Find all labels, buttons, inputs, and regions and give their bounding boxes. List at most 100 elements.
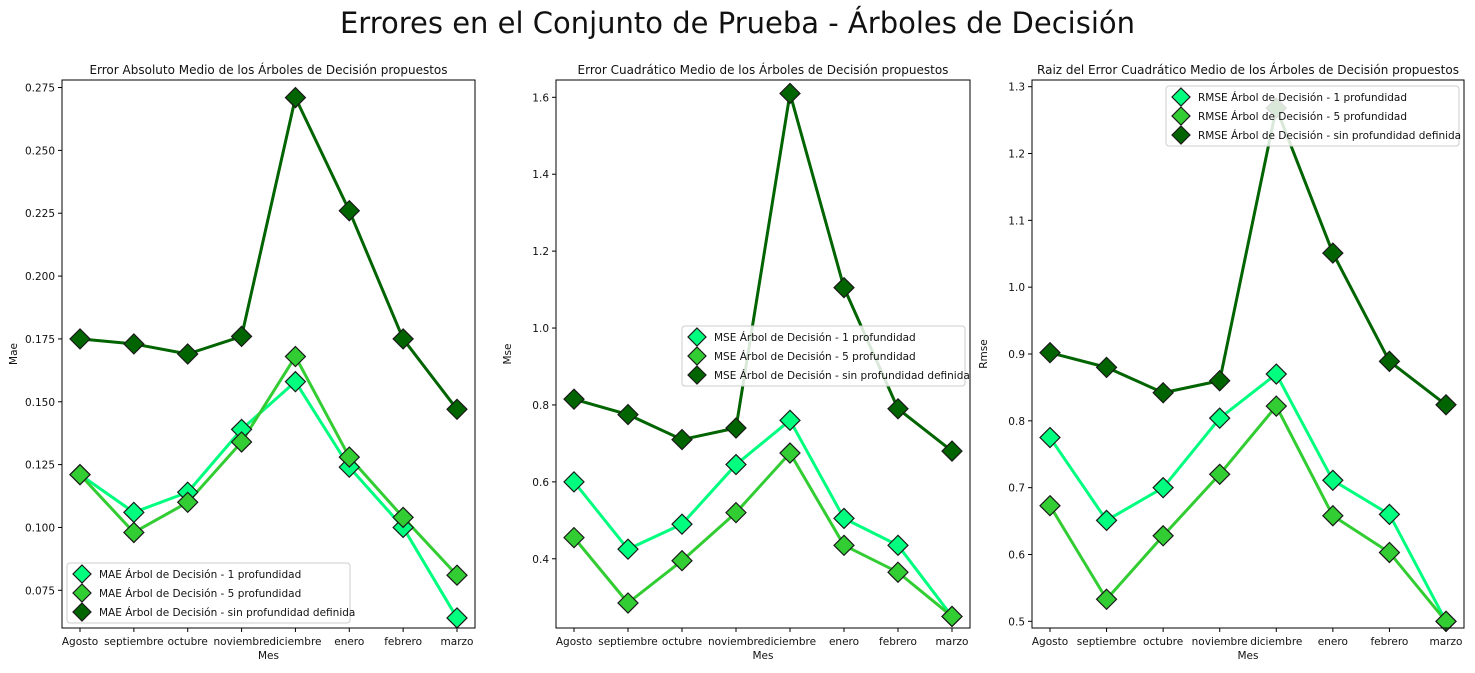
y-tick-label: 0.075	[25, 585, 55, 597]
plot-frame	[1031, 79, 1465, 629]
data-point	[1208, 369, 1231, 392]
data-point	[779, 442, 801, 464]
series-line-1	[572, 418, 954, 618]
x-tick-label: marzo	[936, 636, 969, 648]
data-point	[1095, 356, 1118, 379]
data-point	[392, 506, 414, 529]
legend-marker	[72, 602, 92, 622]
x-tick-label: octubre	[662, 636, 702, 648]
data-point	[563, 526, 585, 549]
data-point	[123, 521, 145, 544]
data-point	[284, 345, 307, 368]
series-line-2	[572, 451, 953, 618]
data-point	[887, 561, 909, 584]
x-tick-label: febrero	[384, 636, 422, 648]
data-point	[1378, 350, 1401, 373]
y-tick-label: 0.125	[25, 460, 55, 472]
figure-title: Errores en el Conjunto de Prueba - Árbol…	[339, 6, 1136, 40]
legend-marker	[72, 564, 92, 584]
x-axis-label: Mes	[1238, 650, 1259, 662]
y-tick-label: 0.6	[1008, 549, 1025, 561]
y-tick-label: 1.0	[532, 323, 549, 335]
x-tick-label: Agosto	[1032, 636, 1068, 648]
y-tick-label: 0.7	[1008, 483, 1025, 495]
data-point	[1322, 469, 1344, 492]
data-point	[941, 605, 963, 628]
y-tick-label: 0.150	[25, 397, 55, 409]
data-point	[1265, 395, 1288, 417]
legend-label: RMSE Árbol de Decisión - 5 profundidad	[1198, 110, 1407, 123]
y-tick-label: 0.9	[1008, 349, 1025, 361]
chart-panel-3: Raiz del Error Cuadrático Medio de los Á…	[978, 62, 1465, 662]
y-tick-label: 1.4	[532, 169, 549, 181]
legend-label: MSE Árbol de Decisión - 5 profundidad	[714, 350, 916, 363]
y-tick-label: 0.6	[532, 477, 549, 489]
x-axis-label: Mes	[258, 650, 279, 662]
data-point	[1322, 242, 1344, 264]
legend-marker	[687, 327, 707, 347]
series-line-3	[573, 91, 953, 453]
plot-frame	[555, 79, 971, 629]
data-point	[725, 417, 747, 439]
y-tick-label: 0.250	[25, 145, 55, 157]
y-axis-label: Mae	[8, 343, 20, 365]
legend-marker	[1171, 106, 1191, 126]
data-point	[1152, 524, 1174, 547]
legend-marker	[687, 346, 707, 366]
data-point	[230, 325, 253, 348]
x-tick-label: febrero	[1370, 636, 1408, 648]
series-line-3	[79, 96, 459, 411]
y-tick-label: 1.0	[1008, 282, 1025, 294]
plot-frame	[61, 79, 476, 629]
y-tick-label: 1.3	[1008, 82, 1025, 94]
y-tick-label: 1.2	[1008, 149, 1025, 161]
data-point	[1039, 341, 1061, 364]
data-point	[446, 607, 468, 629]
data-point	[617, 403, 639, 426]
data-point	[671, 513, 693, 536]
chart-title: Error Cuadrático Medio de los Árboles de…	[578, 62, 949, 77]
data-point	[833, 534, 855, 557]
x-tick-label: octubre	[1143, 636, 1183, 648]
data-point	[176, 343, 199, 365]
data-point	[941, 440, 963, 462]
legend-box	[1165, 85, 1460, 147]
x-tick-label: diciembre	[1250, 636, 1302, 648]
data-point	[392, 328, 414, 350]
legend-label: MAE Árbol de Decisión - sin profundidad …	[99, 606, 355, 619]
y-tick-label: 0.100	[25, 522, 55, 534]
data-point	[617, 538, 639, 561]
data-point	[338, 199, 361, 222]
chart-title: Error Absoluto Medio de los Árboles de D…	[89, 62, 447, 77]
data-point	[1322, 504, 1344, 527]
legend-label: MSE Árbol de Decisión - 1 profundidad	[714, 331, 916, 344]
x-tick-label: Agosto	[556, 636, 592, 648]
legend-marker	[72, 583, 92, 603]
series-line-1	[1048, 372, 1448, 623]
x-tick-label: enero	[1318, 636, 1348, 648]
data-point	[1208, 407, 1231, 430]
data-point	[1265, 363, 1288, 385]
data-point	[338, 446, 361, 468]
data-point	[1208, 463, 1231, 486]
data-point	[1435, 393, 1457, 416]
y-tick-label: 0.8	[1008, 416, 1025, 428]
y-tick-label: 1.2	[532, 246, 549, 258]
legend-box	[66, 562, 351, 624]
data-point	[284, 370, 307, 393]
legend: MAE Árbol de Decisión - 1 profundidad MAE…	[66, 562, 355, 624]
series-line-3	[1049, 106, 1447, 406]
data-point	[230, 431, 253, 453]
data-point	[176, 491, 199, 514]
data-point	[1039, 494, 1061, 517]
legend-label: MSE Árbol de Decisión - sin profundidad …	[714, 369, 970, 382]
legend-marker	[1171, 125, 1191, 145]
data-point	[69, 328, 91, 350]
legend-label: RMSE Árbol de Decisión - sin profundidad…	[1198, 129, 1461, 142]
data-point	[1152, 476, 1174, 499]
data-point	[779, 409, 801, 432]
data-point	[123, 333, 145, 355]
x-tick-label: noviembre	[214, 636, 270, 648]
chart-panel-2: Error Cuadrático Medio de los Árboles de…	[502, 62, 971, 662]
